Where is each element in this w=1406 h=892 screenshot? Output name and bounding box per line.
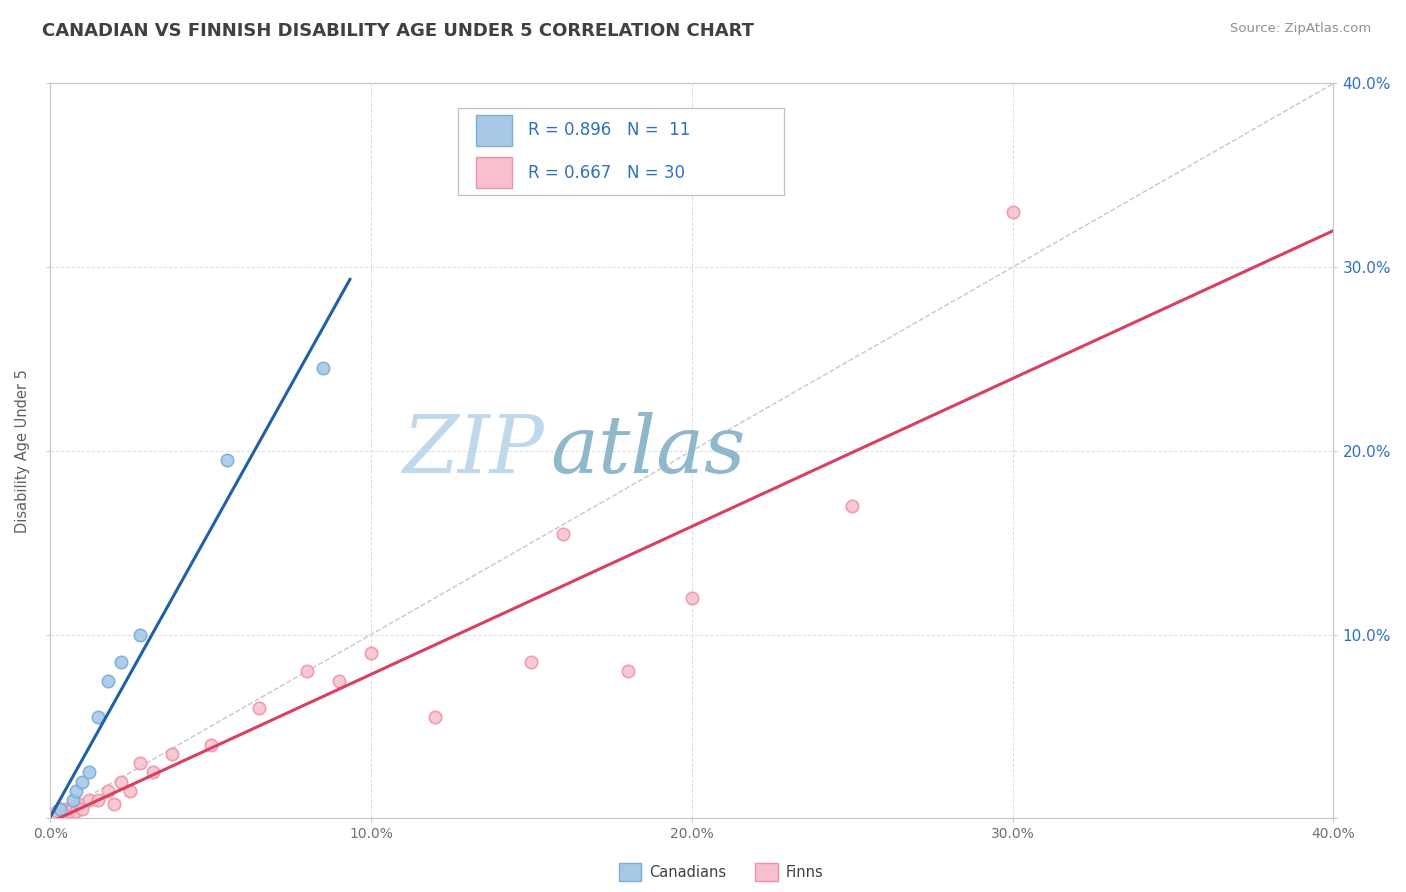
Text: Canadians: Canadians	[650, 865, 727, 880]
Point	[120, 783, 142, 797]
Point	[681, 591, 703, 605]
Point	[65, 783, 87, 797]
Point	[67, 797, 90, 811]
Point	[200, 738, 222, 752]
Point	[97, 783, 120, 797]
Point	[62, 800, 84, 814]
Point	[58, 804, 80, 818]
Point	[110, 774, 132, 789]
Point	[247, 701, 270, 715]
Point	[142, 765, 165, 780]
Point	[103, 797, 125, 811]
Point	[70, 774, 93, 789]
Point	[360, 646, 382, 660]
Point	[87, 793, 110, 807]
Point	[129, 627, 152, 641]
Point	[553, 526, 575, 541]
Y-axis label: Disability Age Under 5: Disability Age Under 5	[15, 369, 30, 533]
Point	[97, 673, 120, 688]
Point	[87, 710, 110, 724]
Bar	[477, 115, 512, 145]
Text: atlas: atlas	[551, 412, 747, 490]
Point	[70, 802, 93, 816]
Point	[841, 499, 863, 513]
Point	[77, 765, 100, 780]
Text: Finns: Finns	[786, 865, 824, 880]
Point	[110, 655, 132, 669]
Point	[215, 453, 238, 467]
Text: ZIP: ZIP	[402, 412, 544, 490]
Point	[65, 804, 87, 818]
Text: R = 0.667   N = 30: R = 0.667 N = 30	[527, 163, 685, 182]
Point	[62, 793, 84, 807]
Point	[52, 805, 75, 820]
Text: R = 0.896   N =  11: R = 0.896 N = 11	[527, 121, 690, 139]
Point	[1001, 205, 1024, 219]
FancyBboxPatch shape	[458, 108, 785, 195]
Point	[423, 710, 446, 724]
Point	[328, 673, 350, 688]
Point	[160, 747, 183, 761]
Bar	[477, 157, 512, 188]
Point	[49, 802, 72, 816]
Point	[616, 665, 638, 679]
Text: CANADIAN VS FINNISH DISABILITY AGE UNDER 5 CORRELATION CHART: CANADIAN VS FINNISH DISABILITY AGE UNDER…	[42, 22, 754, 40]
Point	[55, 802, 77, 816]
Point	[49, 802, 72, 816]
Point	[129, 756, 152, 771]
Point	[520, 655, 543, 669]
Point	[45, 804, 67, 818]
Text: Source: ZipAtlas.com: Source: ZipAtlas.com	[1230, 22, 1371, 36]
Point	[295, 665, 318, 679]
Point	[77, 793, 100, 807]
Point	[312, 361, 335, 376]
